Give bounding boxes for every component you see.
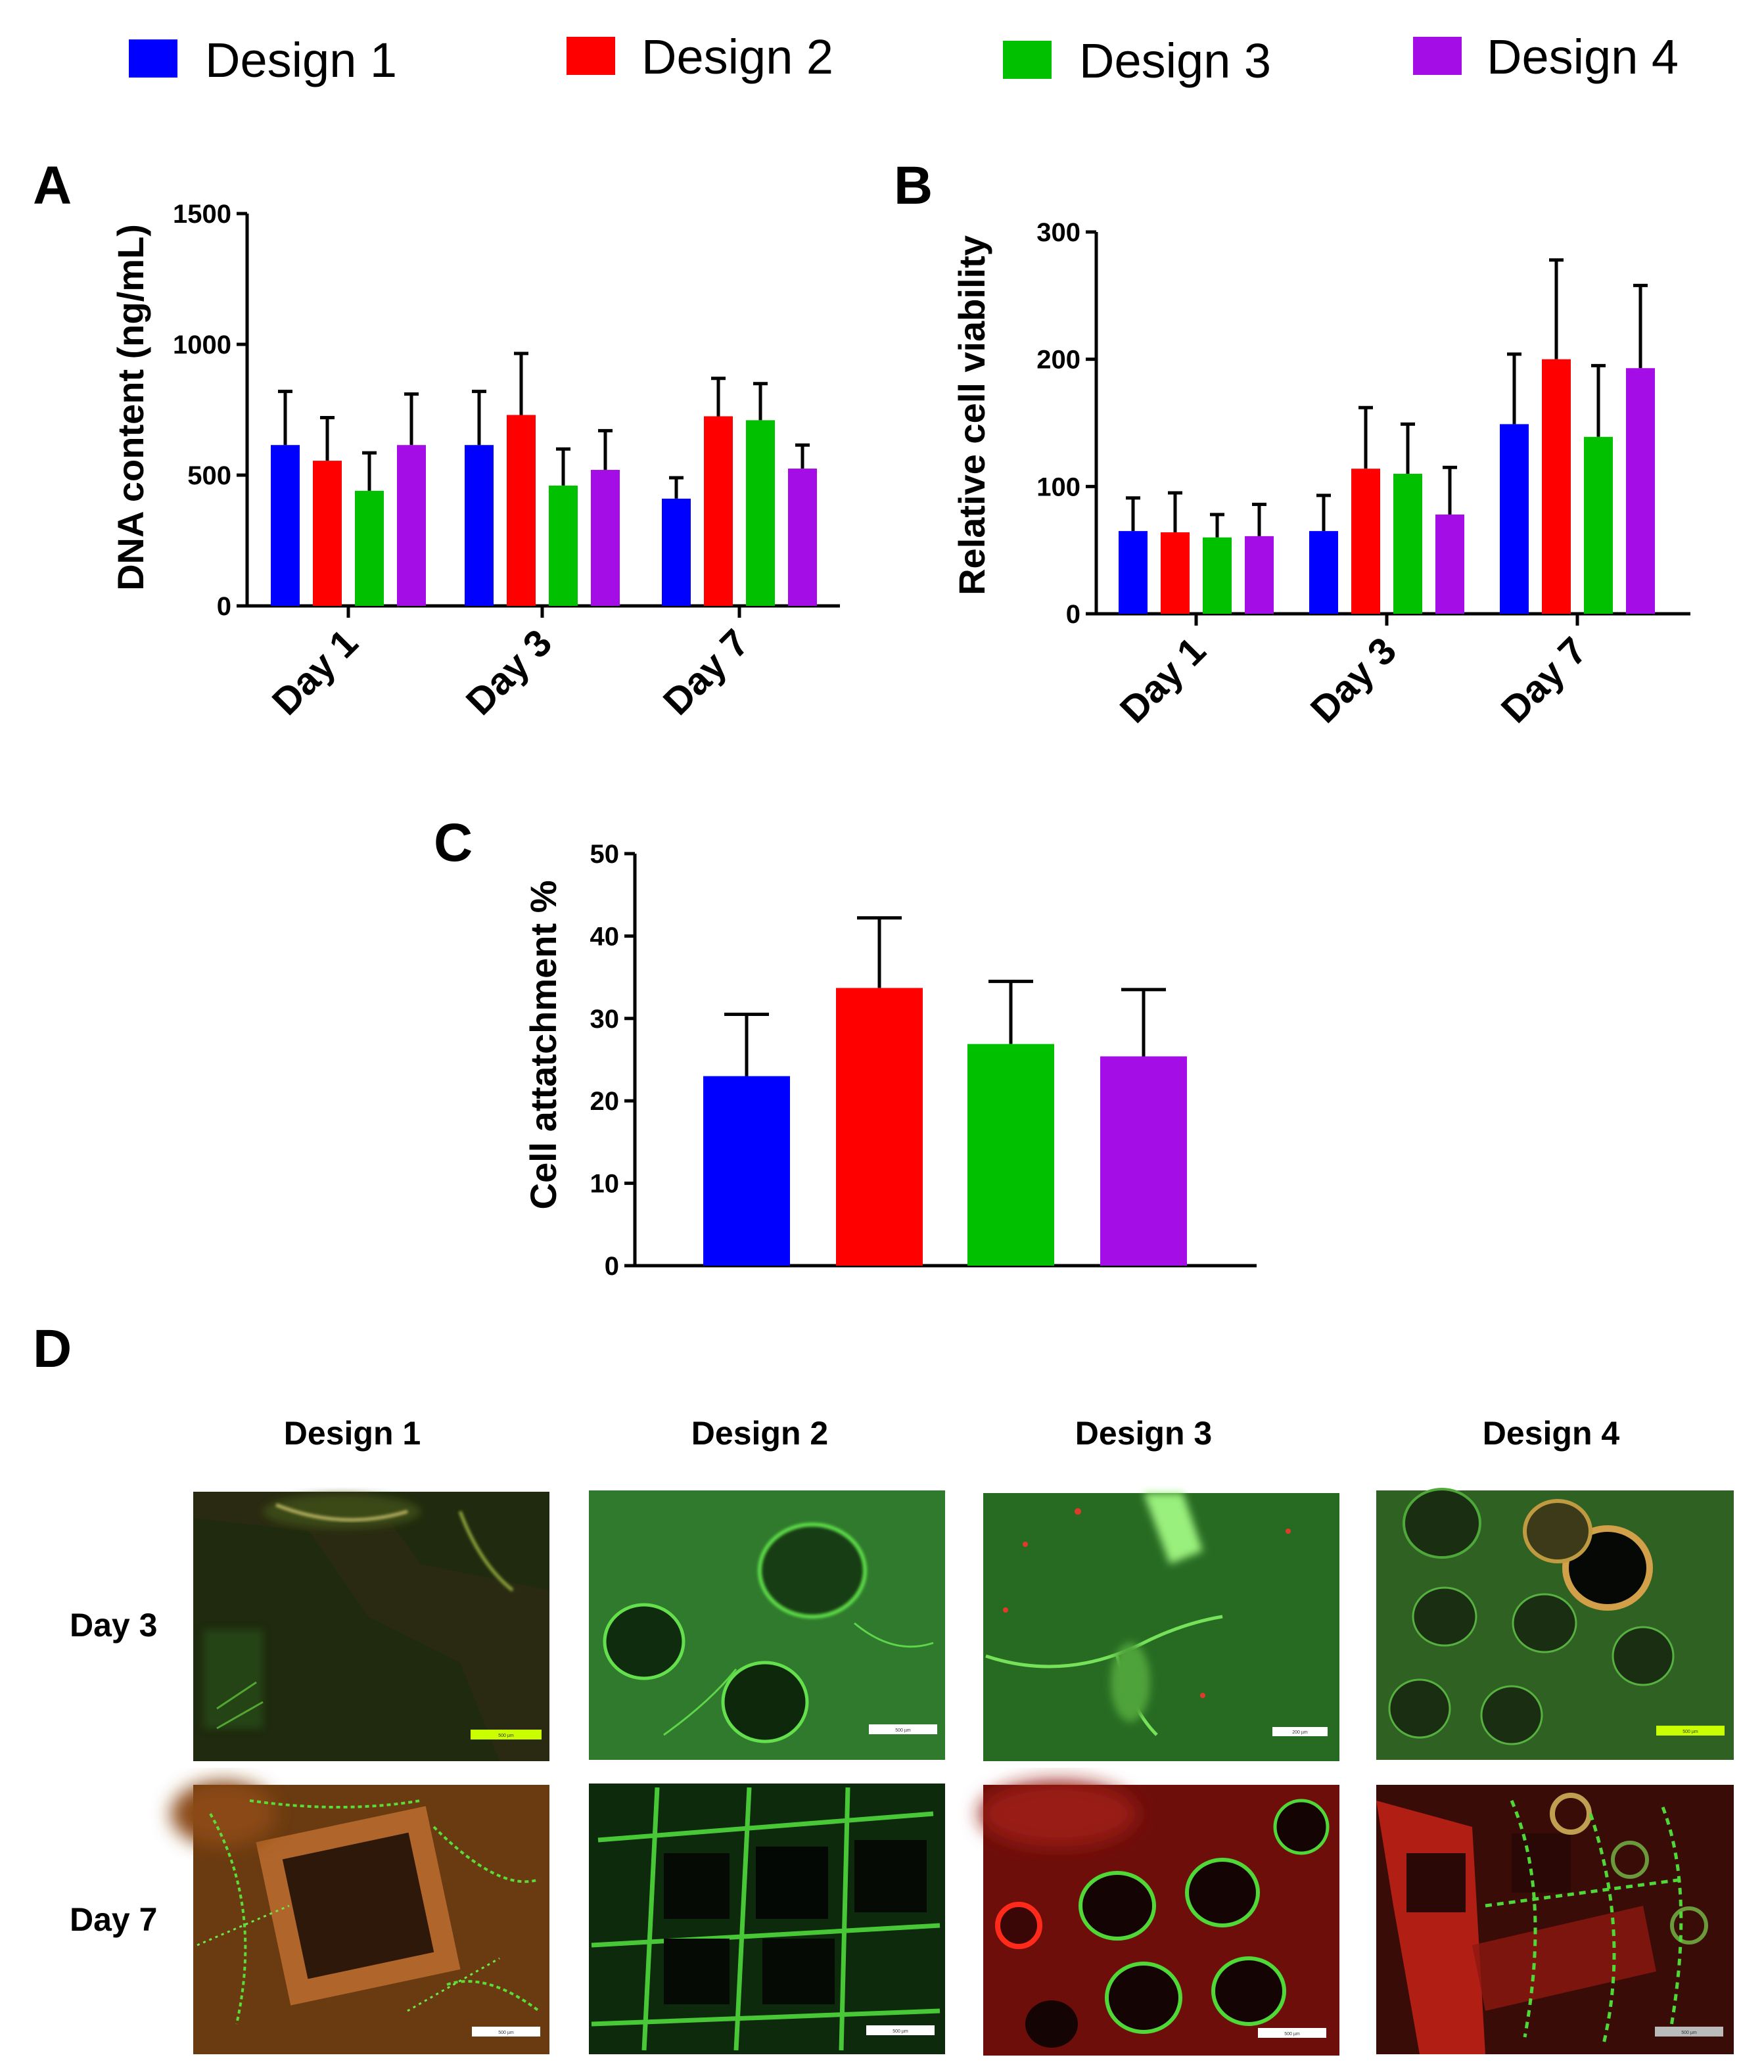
- chart-b-bar-design-1-day-3: [1309, 531, 1338, 614]
- legend-swatch-design1: [129, 39, 177, 78]
- legend-swatch-design4: [1413, 37, 1462, 75]
- legend-swatch-design2: [567, 37, 615, 75]
- micrograph-day7-design4: 500 µm: [1376, 1785, 1734, 2054]
- panel-letter-c: C: [434, 813, 473, 873]
- scale-bar-day7-design3: 500 µm: [1258, 2028, 1326, 2038]
- chart-b-xtick-label-day-7: Day 7: [1493, 629, 1595, 731]
- svg-text:500 µm: 500 µm: [498, 1734, 514, 1738]
- svg-text:200 µm: 200 µm: [1292, 1730, 1308, 1735]
- legend-label-design2: Design 2: [641, 30, 833, 84]
- chart-c-ylabel: Cell attatchment %: [522, 881, 564, 1210]
- chart-c-bar-design-3: [967, 1044, 1054, 1266]
- chart-b-bar-design-4-day-3: [1435, 514, 1464, 614]
- scale-bar-day3-design3: 200 µm: [1272, 1727, 1328, 1736]
- chart-a-xtick-label-day-1: Day 1: [264, 621, 366, 723]
- chart-a-bar-design-2-day-7: [704, 416, 733, 606]
- chart-a-ylabel: DNA content (ng/mL): [110, 224, 151, 591]
- micrograph-day7-design2: 500 µm: [589, 1784, 945, 2054]
- svg-text:500 µm: 500 µm: [893, 2029, 908, 2034]
- svg-text:500 µm: 500 µm: [1683, 1730, 1698, 1734]
- chart-b-ytick-label-100: 100: [1036, 472, 1080, 501]
- chart-b-bar-design-3-day-1: [1203, 537, 1232, 614]
- chart-c-ytick-label-20: 20: [590, 1087, 620, 1116]
- panel-d-row-label-day7: Day 7: [70, 1901, 157, 1938]
- chart-a-bar-design-3-day-7: [746, 420, 775, 606]
- chart-b-bar-design-1-day-1: [1119, 531, 1148, 614]
- micrograph-day3-design3: 200 µm: [983, 1493, 1339, 1761]
- chart-c-bar-design-2: [836, 988, 923, 1266]
- micrograph-day7-design1: 500 µm: [171, 1781, 549, 2054]
- chart-a-bar-design-1-day-3: [465, 445, 494, 606]
- legend-label-design1: Design 1: [205, 33, 397, 87]
- chart-b-bar-design-4-day-7: [1626, 368, 1655, 614]
- chart-b-bar-design-2-day-7: [1542, 359, 1571, 614]
- chart-b-ylabel: Relative cell viability: [951, 235, 992, 595]
- chart-a-bar-design-3-day-1: [355, 490, 384, 606]
- scale-bar-day7-design2: 500 µm: [866, 2025, 935, 2035]
- svg-text:500 µm: 500 µm: [498, 2031, 514, 2035]
- chart-c-bar-design-4: [1100, 1056, 1187, 1266]
- chart-b-xtick-label-day-3: Day 3: [1303, 629, 1404, 731]
- panel-letter-d: D: [33, 1319, 72, 1379]
- chart-c-cell-attachment: Cell attatchment % 0 10 20 30 40 50: [522, 840, 1257, 1281]
- legend-swatch-design3: [1003, 41, 1052, 79]
- chart-c-ytick-label-0: 0: [605, 1252, 619, 1281]
- chart-b-bar-design-1-day-7: [1500, 424, 1529, 614]
- scale-bar-day3-design1: 500 µm: [471, 1730, 542, 1739]
- panel-d-col-header-design1: Design 1: [284, 1415, 421, 1452]
- chart-c-ytick-label-50: 50: [590, 840, 620, 869]
- chart-c-ytick-label-10: 10: [590, 1170, 620, 1199]
- chart-c-ytick-label-30: 30: [590, 1005, 620, 1034]
- chart-b-ytick-label-0: 0: [1066, 600, 1080, 629]
- chart-a-bar-design-4-day-3: [591, 470, 620, 606]
- panel-letter-b: B: [894, 156, 933, 216]
- panel-d-col-header-design2: Design 2: [691, 1415, 828, 1452]
- panel-d-col-header-design4: Design 4: [1483, 1415, 1620, 1452]
- chart-a-ytick-label-500: 500: [187, 461, 231, 490]
- micrograph-day3-design1: 500 µm: [193, 1492, 549, 1761]
- svg-text:500 µm: 500 µm: [895, 1728, 911, 1733]
- chart-b-bar-design-4-day-1: [1245, 536, 1274, 614]
- chart-c-ytick-label-40: 40: [590, 922, 620, 951]
- scale-bar-day3-design2: 500 µm: [869, 1724, 937, 1734]
- svg-text:500 µm: 500 µm: [1284, 2032, 1300, 2037]
- chart-a-dna-content: DNA content (ng/mL) 0 500 1000 1500 Day 1 Day…: [110, 200, 840, 724]
- panel-d-micrographs: Design 1 Design 2 Design 3 Design 4 Day …: [70, 1415, 1734, 2056]
- chart-a-bar-design-4-day-7: [788, 469, 817, 606]
- scale-bar-day7-design1: 500 µm: [472, 2027, 540, 2037]
- panel-letter-a: A: [33, 156, 72, 216]
- chart-b-xtick-label-day-1: Day 1: [1112, 629, 1214, 731]
- chart-b-bar-design-3-day-3: [1393, 473, 1422, 614]
- chart-a-ytick-label-1000: 1000: [173, 331, 231, 359]
- chart-a-xtick-label-day-3: Day 3: [458, 621, 560, 723]
- chart-b-bar-design-3-day-7: [1584, 436, 1613, 614]
- micrograph-day3-design4: 500 µm: [1376, 1488, 1734, 1760]
- chart-c-bar-design-1: [703, 1076, 790, 1266]
- chart-a-ytick-label-1500: 1500: [173, 200, 231, 229]
- chart-b-ytick-label-200: 200: [1036, 346, 1080, 375]
- legend-label-design3: Design 3: [1079, 34, 1271, 88]
- scale-bar-day7-design4: 500 µm: [1655, 2027, 1723, 2037]
- chart-a-ytick-label-0: 0: [217, 592, 231, 621]
- panel-d-col-header-design3: Design 3: [1075, 1415, 1212, 1452]
- micrograph-day3-design2: 500 µm: [589, 1490, 945, 1760]
- scale-bar-day3-design4: 500 µm: [1656, 1726, 1725, 1736]
- micrograph-day7-design3: 500 µm: [979, 1781, 1339, 2056]
- chart-a-bar-design-1-day-7: [662, 498, 691, 606]
- chart-a-bar-design-2-day-3: [507, 415, 536, 606]
- chart-a-bar-design-3-day-3: [549, 485, 578, 606]
- panel-d-row-label-day3: Day 3: [70, 1607, 157, 1644]
- legend: Design 1 Design 2 Design 3 Design 4: [129, 30, 1679, 88]
- chart-b-relative-viability: Relative cell viability 0 100 200 300 Day 1 D…: [951, 218, 1690, 731]
- chart-b-ytick-label-300: 300: [1036, 218, 1080, 247]
- chart-a-xtick-label-day-7: Day 7: [655, 621, 757, 723]
- svg-text:500 µm: 500 µm: [1681, 2031, 1697, 2035]
- chart-b-bar-design-2-day-1: [1161, 532, 1190, 614]
- legend-label-design4: Design 4: [1487, 30, 1679, 84]
- chart-a-bar-design-1-day-1: [271, 445, 300, 606]
- chart-b-bar-design-2-day-3: [1351, 469, 1380, 614]
- chart-a-bar-design-4-day-1: [397, 445, 426, 606]
- chart-a-bar-design-2-day-1: [313, 461, 342, 606]
